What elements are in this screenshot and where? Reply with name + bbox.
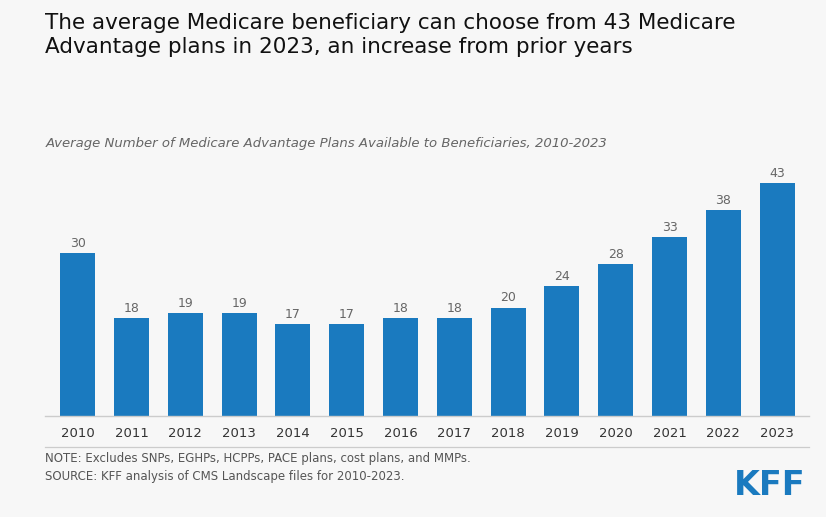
Bar [60, 253, 95, 416]
Text: 19: 19 [231, 297, 247, 310]
Bar [383, 318, 418, 416]
Bar [760, 183, 795, 416]
Text: 24: 24 [554, 270, 570, 283]
Bar [437, 318, 472, 416]
Bar [544, 286, 580, 416]
Text: 17: 17 [285, 308, 301, 321]
Bar [491, 308, 525, 416]
Bar [652, 237, 687, 416]
Text: 18: 18 [446, 302, 463, 315]
Text: 28: 28 [608, 248, 624, 261]
Text: 43: 43 [769, 166, 785, 179]
Text: NOTE: Excludes SNPs, EGHPs, HCPPs, PACE plans, cost plans, and MMPs.
SOURCE: KFF: NOTE: Excludes SNPs, EGHPs, HCPPs, PACE … [45, 452, 471, 483]
Text: 18: 18 [392, 302, 409, 315]
Bar [114, 318, 149, 416]
Text: Average Number of Medicare Advantage Plans Available to Beneficiaries, 2010-2023: Average Number of Medicare Advantage Pla… [45, 137, 607, 150]
Text: 20: 20 [501, 292, 516, 305]
Bar [330, 324, 364, 416]
Text: 38: 38 [715, 194, 731, 207]
Bar [221, 313, 257, 416]
Text: 30: 30 [69, 237, 86, 250]
Bar [168, 313, 203, 416]
Text: 17: 17 [339, 308, 354, 321]
Text: 33: 33 [662, 221, 677, 234]
Text: The average Medicare beneficiary can choose from 43 Medicare
Advantage plans in : The average Medicare beneficiary can cho… [45, 13, 736, 57]
Bar [706, 210, 741, 416]
Bar [275, 324, 311, 416]
Bar [598, 264, 634, 416]
Text: 19: 19 [178, 297, 193, 310]
Text: KFF: KFF [733, 469, 805, 503]
Text: 18: 18 [124, 302, 140, 315]
